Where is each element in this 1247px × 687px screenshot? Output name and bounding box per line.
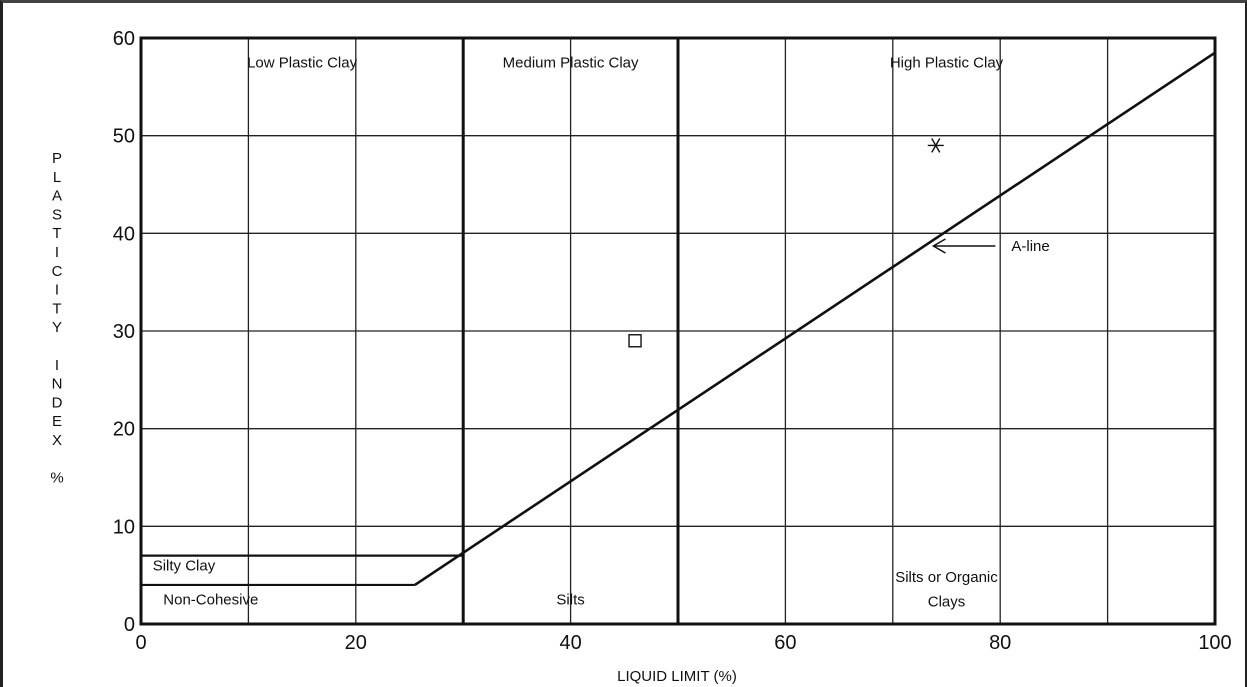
region-label-silty-clay: Silty Clay: [153, 557, 216, 574]
x-tick-labels: 0 20 40 60 80 100: [135, 632, 1231, 654]
y-title-char-3: S: [52, 206, 62, 223]
y-title-char-17: %: [50, 470, 63, 487]
x-axis-title: LIQUID LIMIT (%): [617, 668, 737, 685]
region-label-high-plastic-clay: High Plastic Clay: [890, 54, 1004, 71]
x-tick-label-60: 60: [774, 632, 796, 654]
x-tick-label-40: 40: [559, 632, 581, 654]
a-line-label: A-line: [1011, 238, 1049, 255]
y-tick-label-30: 30: [113, 321, 135, 343]
region-labels: Low Plastic Clay Medium Plastic Clay High …: [153, 54, 1004, 610]
region-label-low-plastic-clay: Low Plastic Clay: [247, 54, 358, 71]
y-tick-label-50: 50: [113, 126, 135, 148]
region-label-non-cohesive: Non-Cohesive: [163, 591, 258, 608]
y-tick-label-0: 0: [124, 614, 135, 636]
y-title-char-9: Y: [52, 319, 62, 336]
a-line: A-line: [414, 51, 1216, 587]
y-title-char-4: T: [52, 225, 61, 242]
y-title-char-11: I: [55, 357, 59, 374]
y-title-char-5: I: [55, 244, 59, 261]
y-title-char-14: E: [52, 413, 62, 430]
y-tick-label-60: 60: [113, 28, 135, 50]
x-tick-label-100: 100: [1198, 632, 1231, 654]
y-tick-label-20: 20: [113, 419, 135, 441]
region-label-silts-or-organic: Silts or Organic: [895, 569, 998, 586]
y-tick-labels: 0 10 20 30 40 50 60: [113, 28, 135, 636]
region-label-clays: Clays: [928, 593, 966, 610]
region-label-medium-plastic-clay: Medium Plastic Clay: [503, 54, 639, 71]
y-title-char-12: N: [52, 376, 63, 393]
data-point-square: [628, 334, 642, 348]
y-title-char-13: D: [52, 394, 63, 411]
region-label-silts: Silts: [556, 591, 584, 608]
a-line-segment: [414, 51, 1216, 587]
y-title-char-6: C: [52, 263, 63, 280]
x-tick-label-80: 80: [989, 632, 1011, 654]
zone-boundaries: [141, 38, 680, 624]
y-title-char-8: T: [52, 300, 61, 317]
x-tick-label-20: 20: [345, 632, 367, 654]
a-line-arrow-head: [931, 238, 946, 254]
asterisk-stroke-120: [931, 138, 941, 153]
data-points: [628, 138, 944, 348]
y-title-char-7: I: [55, 282, 59, 299]
data-point-asterisk: [927, 138, 944, 153]
y-title-char-15: X: [52, 432, 62, 449]
y-tick-label-10: 10: [113, 516, 135, 538]
y-title-char-2: A: [52, 188, 62, 205]
y-tick-label-40: 40: [113, 223, 135, 245]
y-title-char-0: P: [52, 150, 62, 167]
x-tick-label-0: 0: [135, 632, 146, 654]
y-title-char-1: L: [53, 169, 61, 186]
